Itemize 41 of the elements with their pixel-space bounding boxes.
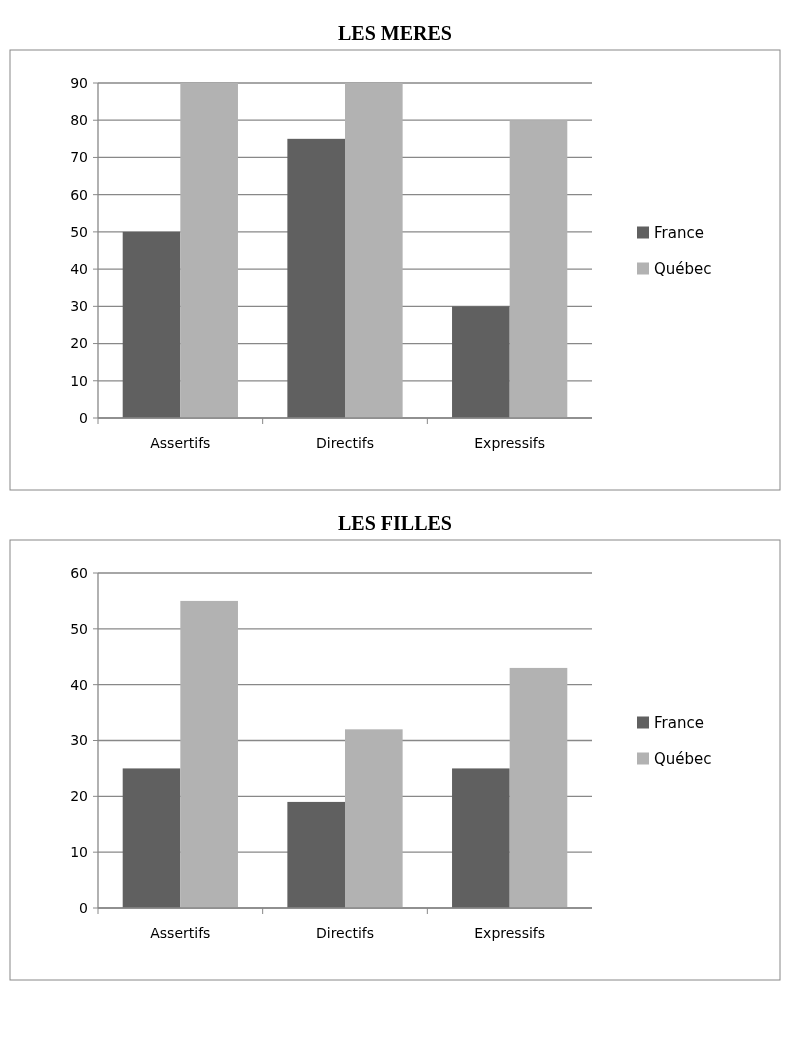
bar: [345, 83, 403, 418]
y-tick-label: 70: [70, 149, 88, 166]
bar: [452, 306, 510, 418]
y-tick-label: 40: [70, 261, 88, 278]
chart-title: LES FILLES: [338, 512, 452, 534]
bar: [345, 729, 403, 908]
bar: [452, 768, 510, 908]
y-tick-label: 50: [70, 223, 88, 240]
bar: [122, 768, 181, 908]
legend-label: Québec: [654, 259, 712, 278]
y-tick-label: 30: [70, 298, 88, 315]
y-tick-label: 90: [70, 74, 88, 91]
bar: [180, 600, 238, 908]
y-tick-label: 50: [70, 620, 88, 637]
bar: [509, 667, 568, 908]
bar: [180, 83, 238, 418]
x-tick-label: Expressifs: [474, 925, 546, 941]
y-tick-label: 10: [70, 844, 88, 861]
x-tick-label: Directifs: [315, 925, 375, 941]
y-tick-label: 20: [70, 788, 88, 805]
legend-label: France: [654, 223, 704, 242]
y-tick-label: 80: [70, 112, 88, 129]
y-tick-label: 60: [70, 564, 88, 581]
x-tick-label: Expressifs: [474, 435, 546, 451]
legend-label: France: [654, 713, 704, 732]
x-tick-label: Assertifs: [150, 435, 211, 451]
bar: [287, 138, 345, 418]
y-tick-label: 40: [70, 676, 88, 693]
y-tick-label: 0: [79, 409, 88, 426]
bar: [122, 231, 181, 418]
y-tick-label: 0: [79, 899, 88, 916]
x-tick-label: Assertifs: [150, 925, 211, 941]
bar: [287, 801, 345, 908]
legend-label: Québec: [654, 749, 712, 768]
bar: [509, 120, 568, 418]
y-tick-label: 10: [70, 372, 88, 389]
chart-title: LES MERES: [338, 22, 452, 44]
y-tick-label: 30: [70, 732, 88, 749]
x-tick-label: Directifs: [315, 435, 375, 451]
y-tick-label: 20: [70, 335, 88, 352]
y-tick-label: 60: [70, 186, 88, 203]
